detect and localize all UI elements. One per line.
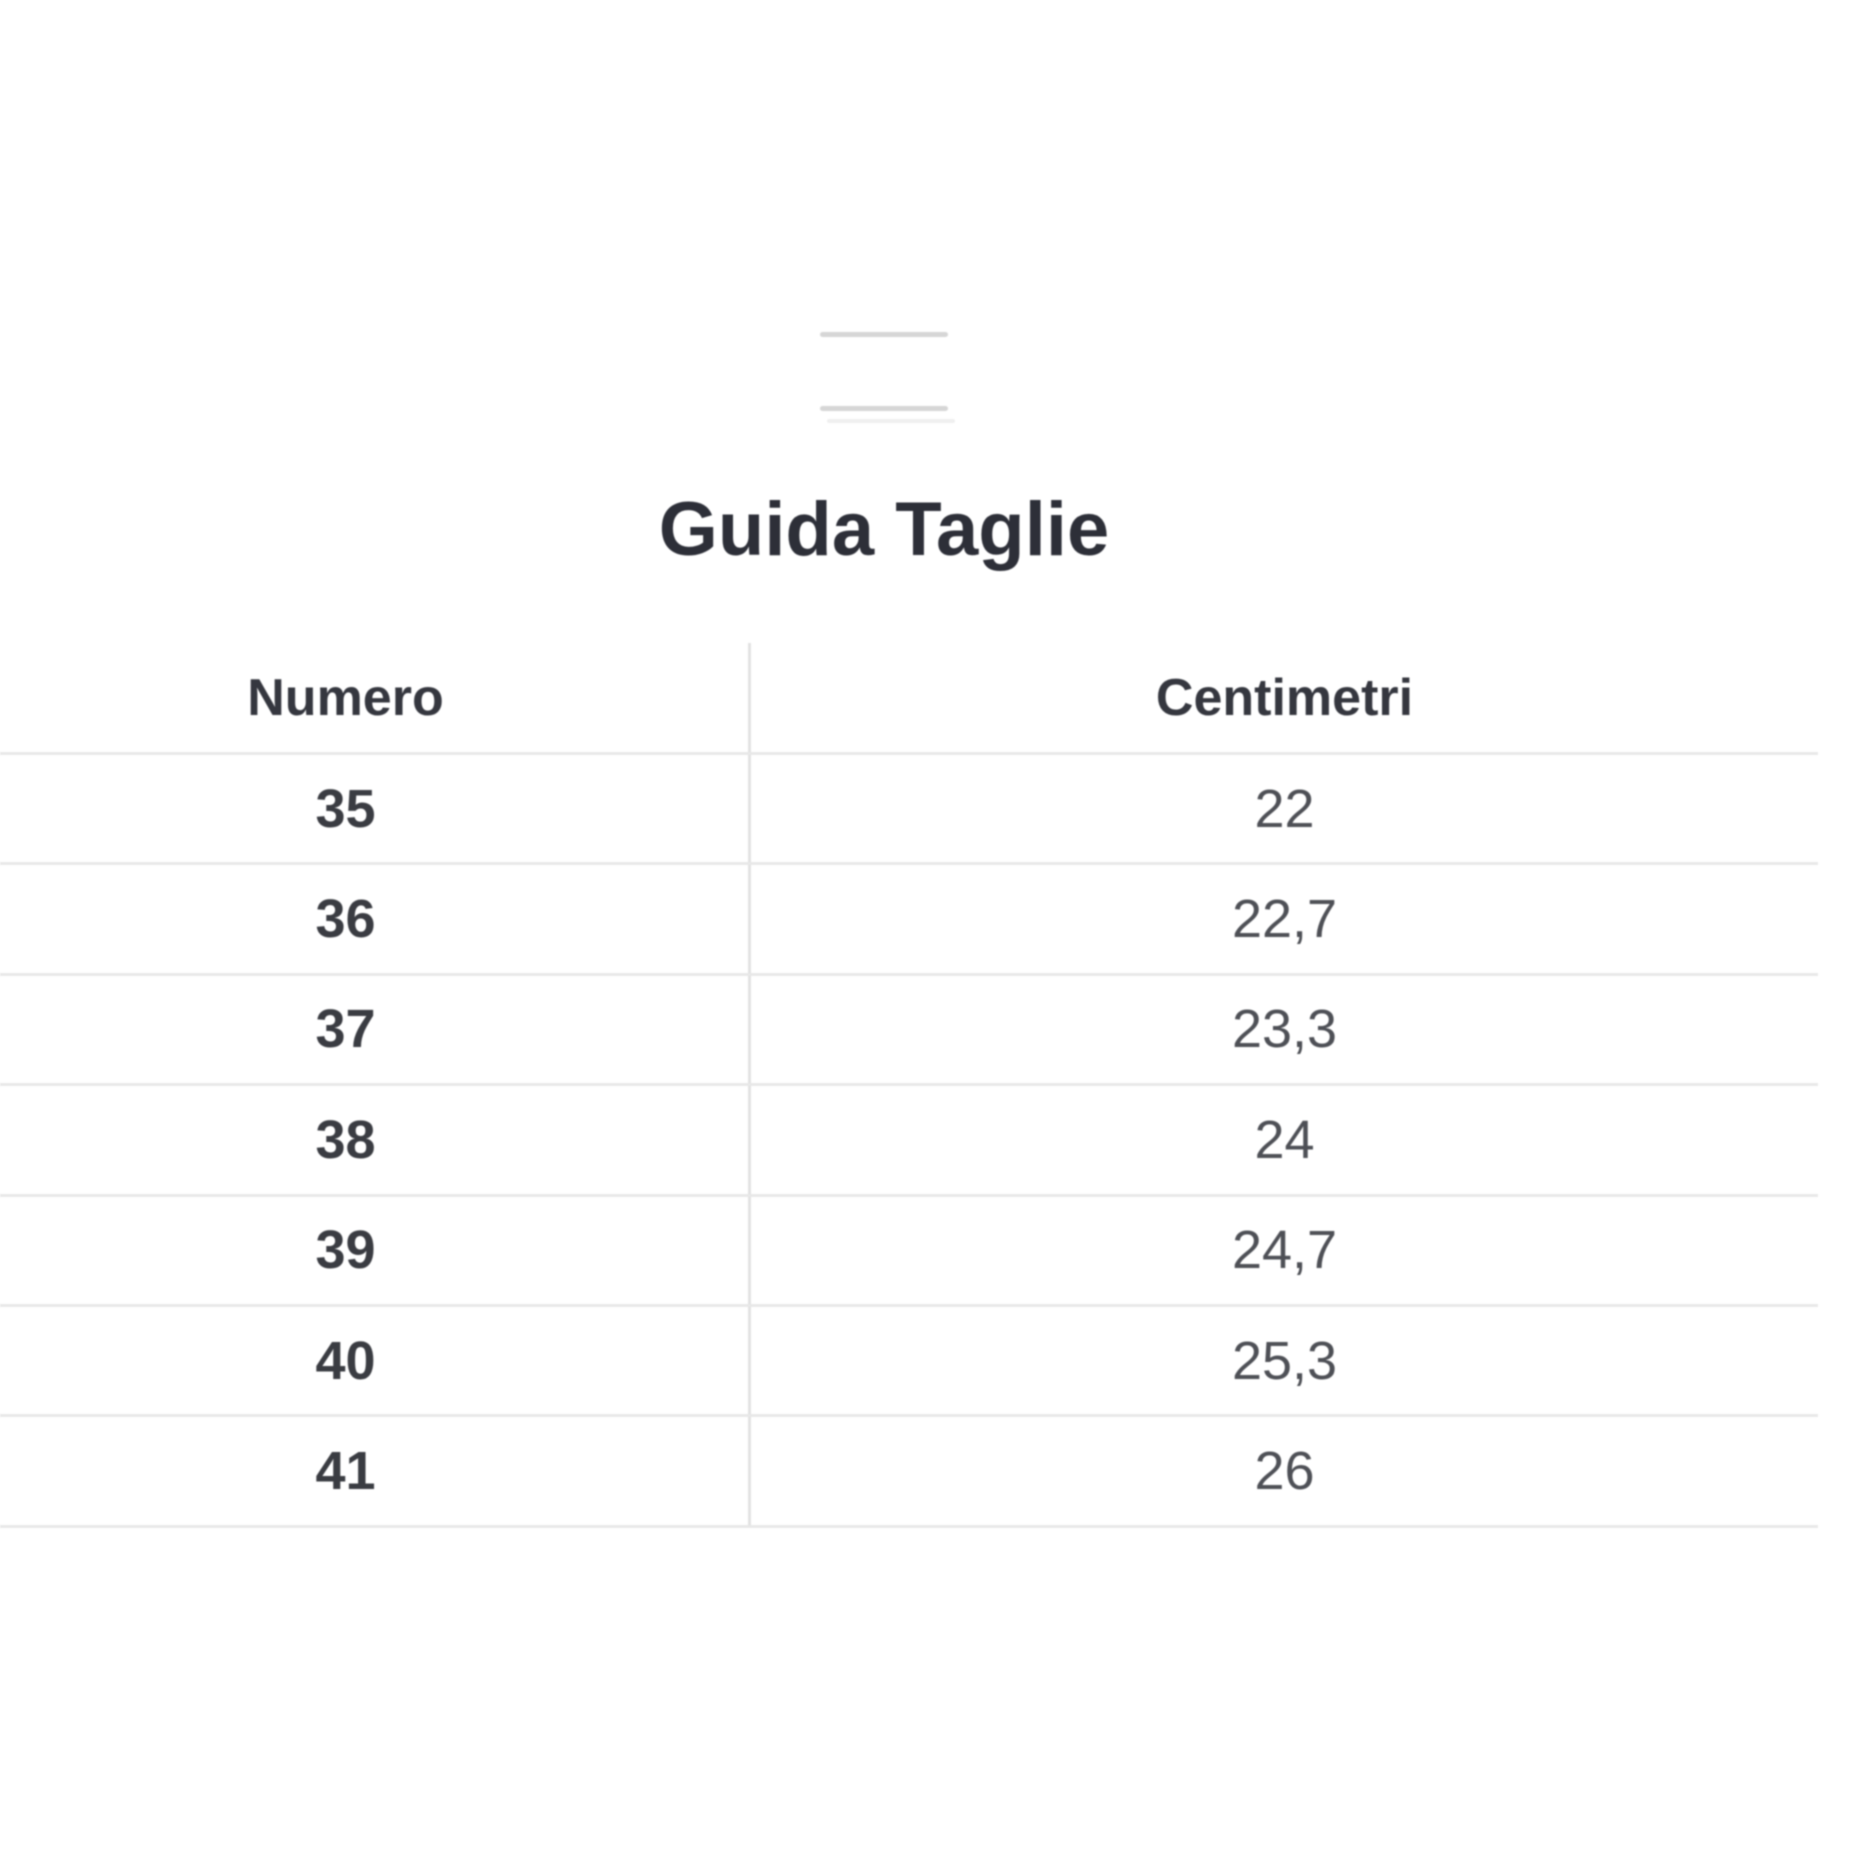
cell-numero: 36 — [0, 865, 751, 973]
cell-centimetri: 22,7 — [1231, 889, 1338, 950]
cell-centimetri: 22 — [1254, 778, 1315, 839]
cell-centimetri: 23,3 — [1231, 999, 1338, 1060]
cell-numero: 35 — [0, 755, 751, 863]
table-row: 40 25,3 — [0, 1306, 1818, 1418]
table-row: 38 24 — [0, 1086, 1818, 1197]
cell-numero: 39 — [0, 1196, 751, 1304]
cell-numero: 41 — [0, 1417, 751, 1525]
cell-centimetri: 24 — [1254, 1109, 1315, 1170]
table-row: 36 22,7 — [0, 865, 1818, 976]
table-row: 37 23,3 — [0, 975, 1818, 1087]
page-title: Guida Taglie — [658, 487, 1110, 572]
drag-handle-line-shadow — [827, 419, 955, 423]
cell-centimetri: 26 — [1254, 1441, 1315, 1502]
table-row: 41 26 — [0, 1417, 1818, 1528]
column-header-centimetri: Centimetri — [1155, 668, 1414, 727]
column-header-numero: Numero — [0, 643, 751, 752]
table-row: 39 24,7 — [0, 1196, 1818, 1307]
table-row: 35 22 — [0, 755, 1818, 866]
cell-numero: 38 — [0, 1086, 751, 1194]
cell-centimetri: 25,3 — [1231, 1330, 1338, 1391]
size-guide-table: Numero Centimetri 35 22 36 22,7 37 23,3 38 24 39… — [0, 643, 1818, 1528]
table-header-row: Numero Centimetri — [0, 643, 1818, 755]
cell-numero: 37 — [0, 975, 751, 1084]
cell-centimetri: 24,7 — [1231, 1220, 1338, 1281]
table-body: 35 22 36 22,7 37 23,3 38 24 39 24,7 40 25,3 41 26 — [0, 755, 1818, 1528]
drag-handle-line-icon — [820, 406, 948, 411]
cell-numero: 40 — [0, 1306, 751, 1415]
drag-handle-line-icon — [820, 332, 948, 337]
